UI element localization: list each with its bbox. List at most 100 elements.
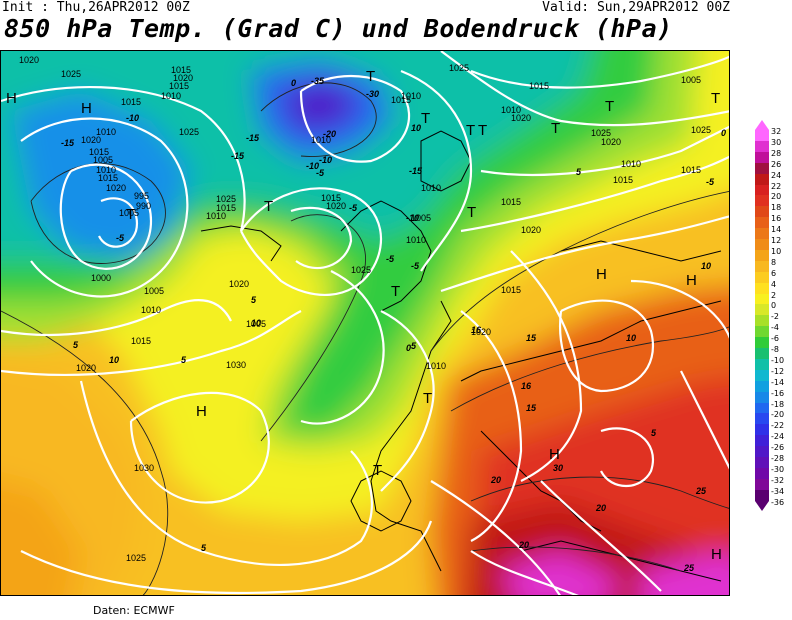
temperature-label: -15 (409, 166, 423, 176)
pressure-label: 1005 (119, 208, 139, 218)
temperature-label: 0 (291, 78, 296, 88)
colorbar-swatch (755, 217, 769, 229)
pressure-center-marker: T (605, 98, 614, 115)
pressure-center-marker: T (366, 68, 375, 85)
colorbar-label: 32 (771, 127, 782, 136)
pressure-center-marker: T (711, 90, 720, 107)
pressure-label: 1005 (411, 213, 431, 223)
temperature-label: 0 (406, 343, 411, 353)
pressure-label: 1015 (613, 175, 633, 185)
pressure-label: 1010 (501, 105, 521, 115)
colorbar-label: -34 (771, 486, 785, 496)
pressure-label: 995 (134, 191, 149, 201)
temperature-label: 20 (595, 503, 606, 513)
pressure-label: 1010 (401, 91, 421, 101)
colorbar-label: -26 (771, 443, 785, 453)
pressure-label: 1020 (601, 137, 621, 147)
pressure-center-marker: T (264, 198, 273, 215)
colorbar-label: 12 (771, 236, 782, 245)
colorbar-label: -36 (771, 497, 785, 507)
temperature-label: 15 (526, 403, 537, 413)
temperature-label: 20 (518, 540, 529, 550)
colorbar-swatch (755, 435, 769, 447)
colorbar-label: 4 (771, 279, 777, 289)
temperature-label: -35 (311, 76, 325, 86)
pressure-center-marker: H (686, 272, 697, 289)
colorbar-top-arrow (755, 120, 769, 130)
temperature-label: 16 (521, 381, 532, 391)
pressure-center-marker: T (373, 462, 382, 479)
temperature-label: -10 (126, 113, 139, 123)
colorbar-swatch (755, 467, 769, 480)
temperature-label: -15 (61, 138, 75, 148)
pressure-label: 1010 (421, 183, 441, 193)
temperature-label: 10 (109, 355, 119, 365)
temperature-label: -5 (349, 203, 358, 213)
pressure-label: 1000 (91, 273, 111, 283)
temperature-label: 25 (695, 486, 707, 496)
colorbar-swatch (755, 271, 769, 284)
temperature-label: 5 (576, 167, 582, 177)
temperature-label: 5 (181, 355, 187, 365)
temperature-label: 10 (251, 318, 261, 328)
pressure-label: 1030 (226, 360, 246, 370)
pressure-label: 1015 (529, 81, 549, 91)
colorbar-swatch (755, 358, 769, 371)
colorbar-swatch (755, 195, 769, 207)
pressure-label: 1015 (121, 97, 141, 107)
colorbar-swatch (755, 151, 769, 164)
pressure-label: 1025 (61, 69, 81, 79)
pressure-label: 1010 (426, 361, 446, 371)
colorbar-label: 22 (771, 181, 782, 191)
colorbar-swatch (755, 457, 769, 469)
pressure-center-marker: T (421, 110, 430, 127)
colorbar-swatch (755, 391, 769, 403)
colorbar-label: 30 (771, 137, 782, 147)
colorbar-swatch (755, 348, 769, 360)
colorbar-label: 6 (771, 268, 777, 278)
pressure-label: 1025 (179, 127, 199, 137)
temperature-label: 30 (553, 463, 563, 473)
colorbar-label: -32 (771, 475, 785, 485)
pressure-label: 990 (136, 201, 151, 211)
pressure-label: 1020 (81, 135, 101, 145)
pressure-label: 1025 (216, 194, 236, 204)
colorbar-label: 20 (771, 192, 782, 202)
pressure-label: 1015 (131, 336, 151, 346)
pressure-label: 1010 (621, 159, 641, 169)
pressure-label: 1005 (681, 75, 701, 85)
header: Init : Thu,26APR2012 00Z Valid: Sun,29AP… (0, 0, 792, 50)
colorbar-swatch (755, 446, 769, 458)
pressure-label: 1025 (126, 553, 146, 563)
temperature-label: 5 (651, 428, 657, 438)
colorbar-swatch (755, 326, 769, 338)
chart-title: 850 hPa Temp. (Grad C) und Bodendruck (h… (4, 14, 673, 43)
pressure-label: 1010 (311, 135, 331, 145)
colorbar-label: -30 (771, 464, 785, 474)
colorbar-label: 18 (771, 203, 782, 213)
pressure-label: 1015 (681, 165, 701, 175)
temperature-label: -5 (386, 254, 395, 264)
pressure-label: 1020 (521, 225, 541, 235)
pressure-label: 1020 (173, 73, 193, 83)
pressure-label: 1015 (89, 147, 109, 157)
pressure-label: 1015 (169, 81, 189, 91)
colorbar-swatch (755, 228, 769, 240)
init-time: Init : Thu,26APR2012 00Z (2, 0, 190, 15)
temperature-label: 15 (526, 333, 537, 343)
isobars (1, 51, 729, 595)
pressure-label: 1025 (691, 125, 711, 135)
colorbar-swatch (755, 413, 769, 425)
temperature-label: -15 (246, 133, 260, 143)
colorbar-swatch (755, 402, 769, 414)
pressure-label: 1010 (206, 211, 226, 221)
pressure-label: 1025 (591, 128, 611, 138)
pressure-center-marker: H (549, 446, 560, 463)
pressure-label: 1015 (391, 95, 411, 105)
pressure-label: 1005 (93, 155, 113, 165)
colorbar-label: 14 (771, 225, 782, 235)
colorbar-swatch (755, 206, 769, 218)
colorbar-label: -18 (771, 399, 785, 409)
colorbar-label: 0 (771, 301, 777, 311)
colorbar-swatch (755, 140, 769, 153)
